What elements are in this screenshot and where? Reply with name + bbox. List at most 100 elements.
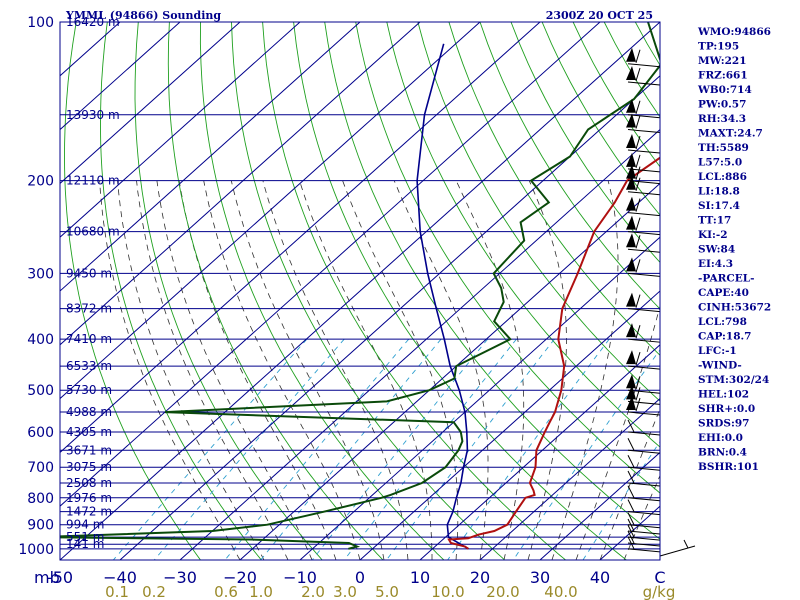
mixing-ratio-line xyxy=(311,338,488,560)
pressure-label: 300 xyxy=(27,266,54,282)
wind-barb-staff xyxy=(627,212,661,217)
wind-barb-feather xyxy=(627,470,635,484)
isotherm-0 xyxy=(359,290,660,560)
sounding-index: MW:221 xyxy=(698,55,747,67)
sounding-index: EHI:0.0 xyxy=(698,432,743,444)
height-label: 1472 m xyxy=(66,505,112,519)
wind-barb-staff xyxy=(627,129,661,134)
temperature-tick-label: 20 xyxy=(470,568,490,587)
wind-barb-staff xyxy=(627,548,661,553)
wind-barb xyxy=(627,470,661,487)
wind-barb-feather xyxy=(627,499,635,512)
wind-barb-feather xyxy=(635,294,641,308)
sounding-index: EI:4.3 xyxy=(698,258,733,270)
wind-barb-feather xyxy=(635,235,641,249)
sounding-index: TP:195 xyxy=(698,41,739,53)
wind-barb-feather xyxy=(627,524,635,538)
wind-barb-pennant xyxy=(626,164,636,179)
wind-barb-feather xyxy=(627,438,635,451)
wind-barb-surface xyxy=(659,545,696,557)
wind-barb xyxy=(626,66,661,86)
height-labels: 16420 m 13930 m 12110 m 10680 m 9450 m 8372 m… xyxy=(66,15,120,551)
mixing-ratio-line xyxy=(153,338,345,560)
wind-barb-feather xyxy=(635,49,641,63)
isotherm--120 xyxy=(60,22,241,185)
mixing-ratio-line xyxy=(582,440,660,560)
wind-barb-staff xyxy=(627,308,661,313)
wind-barb-pennant xyxy=(626,292,636,307)
wind-barb-staff xyxy=(627,411,661,416)
temperature-profile xyxy=(447,156,660,550)
temperature-tick-label: −10 xyxy=(283,568,317,587)
wind-barb-feather xyxy=(635,115,641,129)
wind-barb-pennant xyxy=(626,134,636,149)
moist-adiabat xyxy=(299,180,433,560)
isotherm--10 xyxy=(299,236,660,560)
wind-barb xyxy=(626,196,661,217)
wind-barb-pennant xyxy=(626,113,636,128)
wind-barb xyxy=(627,530,661,547)
wind-barb-staff xyxy=(627,63,661,68)
mixing-ratio-label: 5.0 xyxy=(375,583,399,600)
isotherm--110 xyxy=(60,22,301,238)
height-label: 551 m xyxy=(66,530,104,544)
moist-adiabat xyxy=(599,407,660,560)
moist-adiabat xyxy=(156,180,313,560)
wind-barb xyxy=(627,518,661,535)
wind-barb xyxy=(626,396,661,416)
sounding-index: RH:34.3 xyxy=(698,113,746,125)
isotherm--20 xyxy=(239,182,660,560)
wind-barb-staff xyxy=(627,272,661,277)
isotherm-30 xyxy=(539,451,660,560)
wind-barb-staff xyxy=(627,530,661,535)
wind-barb xyxy=(626,98,661,119)
pressure-label: 400 xyxy=(27,332,54,348)
moist-adiabat xyxy=(393,180,489,560)
wind-barb-staff xyxy=(627,482,661,487)
wind-barb-staff xyxy=(627,466,661,471)
sounding-index: FRZ:661 xyxy=(698,70,748,82)
moist-adiabat xyxy=(203,180,361,560)
mixing-ratio-line xyxy=(386,338,555,560)
pressure-label: 900 xyxy=(27,518,54,534)
wind-barb-staff xyxy=(627,149,661,154)
mixing-ratio-line xyxy=(260,338,442,560)
wind-barb-staff xyxy=(627,524,661,529)
temperature-tick-label: −40 xyxy=(103,568,137,587)
temperature-tick-label: −30 xyxy=(163,568,197,587)
sounding-index: SHR+:0.0 xyxy=(698,403,755,415)
wind-barb-staff xyxy=(627,114,661,119)
sounding-index: -WIND- xyxy=(698,360,742,372)
dry-adiabat xyxy=(134,22,323,560)
wind-barb xyxy=(626,350,661,370)
mixing-ratio-label: 10.0 xyxy=(431,583,464,600)
dry-adiabat xyxy=(479,22,660,310)
height-label: 12110 m xyxy=(66,174,120,188)
sounding-index: KI:-2 xyxy=(698,229,728,241)
sounding-index: TT:17 xyxy=(698,215,731,227)
height-label: 4305 m xyxy=(66,425,112,439)
wind-barb-feather xyxy=(635,177,641,191)
wind-barb-staff xyxy=(627,231,661,236)
wind-barb-staff xyxy=(627,365,661,370)
temperature-tick-label: 0 xyxy=(355,568,365,587)
moist-adiabat xyxy=(551,180,619,560)
isotherm--130 xyxy=(60,22,181,131)
moist-adiabat xyxy=(136,180,289,560)
height-label: 3075 m xyxy=(66,460,112,474)
pressure-label: 200 xyxy=(27,174,54,190)
dry-adiabat xyxy=(231,22,506,560)
wind-barb xyxy=(626,215,661,236)
wind-barb-feather xyxy=(627,518,635,532)
pressure-labels: 100 200 300 400 500 600 700 800 900 1000 xyxy=(18,15,54,558)
height-label: 5730 m xyxy=(66,383,112,397)
temperature-tick-label: 30 xyxy=(530,568,550,587)
mixing-ratio-label: 0.6 xyxy=(214,583,238,600)
wind-barb-pennant xyxy=(626,98,636,113)
sounding-index: STM:302/24 xyxy=(698,374,769,386)
isotherm-10 xyxy=(419,344,660,560)
wind-barb xyxy=(627,524,661,541)
wind-barb xyxy=(626,134,661,154)
sounding-index: MAXT:24.7 xyxy=(698,128,763,140)
mixing-ratio-labels: 0.1 0.2 0.6 1.0 2.0 3.0 5.0 10.0 20.0 40.0 g/kg xyxy=(105,583,675,600)
